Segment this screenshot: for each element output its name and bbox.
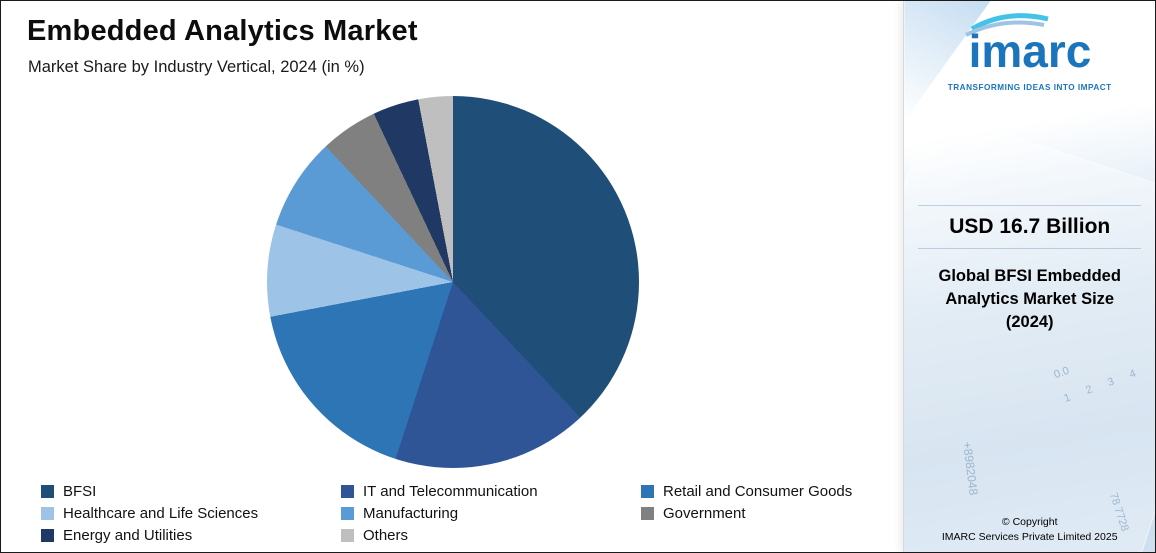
divider [918,205,1141,206]
logo-swoosh-icon [964,20,1045,37]
logo-swoosh-icon [970,13,1049,32]
copyright-line2: IMARC Services Private Limited 2025 [941,530,1118,543]
logo-text: imarc [968,25,1091,77]
legend-swatch [641,485,654,498]
legend-label: Healthcare and Life Sciences [63,505,259,522]
legend-label: Others [363,527,409,544]
legend-item: Government [641,505,897,522]
side-panel: 0.0 1 2 3 4 +8982048 78 7728 imarc TRANS… [903,1,1155,552]
chart-subtitle: Market Share by Industry Vertical, 2024 … [28,58,365,76]
highlight-block: USD 16.7 Billion Global BFSI Embedded An… [918,205,1141,334]
pie-chart [267,96,639,468]
legend-swatch [41,529,54,542]
legend-label: Manufacturing [363,505,459,522]
legend-item: Energy and Utilities [41,527,341,544]
legend-label: Energy and Utilities [63,527,193,544]
legend-label: Government [663,505,746,522]
legend-label: BFSI [63,483,97,500]
legend-item: Retail and Consumer Goods [641,483,897,500]
legend-swatch [341,485,354,498]
market-size-value: USD 16.7 Billion [949,215,1111,238]
legend-swatch [641,507,654,520]
legend-swatch [41,485,54,498]
legend-item: Manufacturing [341,505,641,522]
legend-swatch [41,507,54,520]
legend-item: Others [341,527,641,544]
legend-label: Retail and Consumer Goods [663,483,853,500]
chart-area: Embedded Analytics Market Market Share b… [1,1,904,552]
market-size-label: Global BFSI Embedded Analytics Market Si… [938,267,1121,332]
legend-item: BFSI [41,483,341,500]
legend-label: IT and Telecommunication [363,483,538,500]
legend-swatch [341,507,354,520]
imarc-logo: imarc TRANSFORMING IDEAS INTO IMPACT [904,13,1155,92]
legend: BFSI IT and Telecommunication Retail and C… [41,483,897,544]
logo-tagline: TRANSFORMING IDEAS INTO IMPACT [947,83,1112,92]
legend-item: IT and Telecommunication [341,483,641,500]
copyright: © Copyright IMARC Services Private Limit… [904,515,1155,545]
imarc-logo-graphic: imarc [964,13,1091,77]
divider [918,248,1141,249]
legend-item: Healthcare and Life Sciences [41,505,341,522]
legend-swatch [341,529,354,542]
copyright-line1: © Copyright [1001,515,1058,528]
page-title: Embedded Analytics Market [27,15,418,47]
